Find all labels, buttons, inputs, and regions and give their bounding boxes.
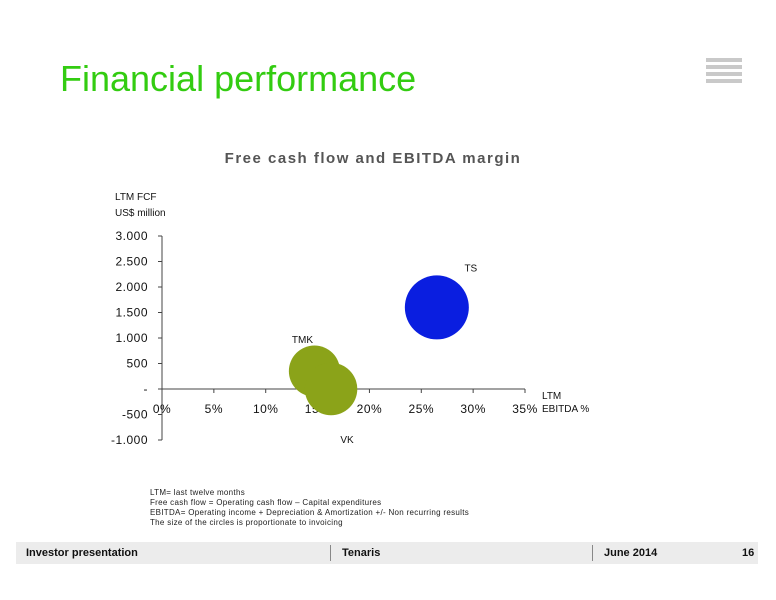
y-tick-label: -500 xyxy=(122,408,148,422)
bubble-label-vk: VK xyxy=(340,435,354,446)
page-title: Financial performance xyxy=(60,58,417,99)
y-tick-label: 2.000 xyxy=(115,280,148,294)
y-tick-label: -1.000 xyxy=(111,433,148,447)
x-tick-label: 30% xyxy=(460,402,486,416)
y-tick-label: 1.000 xyxy=(115,331,148,345)
y-tick-label: 500 xyxy=(126,357,148,371)
x-tick-label: 20% xyxy=(357,402,383,416)
chart-title: Free cash flow and EBITDA margin xyxy=(224,150,522,167)
x-axis-label-line1: LTM xyxy=(542,391,562,402)
footer-divider xyxy=(330,545,331,561)
x-axis-label: LTM EBITDA % xyxy=(542,390,589,416)
chart-notes: LTM= last twelve months Free cash flow =… xyxy=(150,488,469,528)
y-tick-label: 2.500 xyxy=(115,255,148,269)
tenaris-logo xyxy=(706,58,742,90)
footer-page-number: 16 xyxy=(742,547,755,559)
footer-company: Tenaris xyxy=(342,547,381,559)
x-tick-label: 0% xyxy=(153,402,171,416)
footer-left: Investor presentation xyxy=(26,547,138,559)
note-line: LTM= last twelve months xyxy=(150,488,246,497)
bubble-label-tmk: TMK xyxy=(292,335,313,346)
footer-date: June 2014 xyxy=(604,547,658,559)
y-axis-label-line1: LTM FCF xyxy=(115,192,157,203)
bubble-vk xyxy=(304,362,358,416)
note-line: Free cash flow = Operating cash flow – C… xyxy=(150,498,382,507)
x-axis-label-line2: EBITDA % xyxy=(542,404,590,415)
y-axis-label-line2: US$ million xyxy=(115,208,166,219)
note-line: The size of the circles is proportionate… xyxy=(150,518,343,527)
x-tick-label: 25% xyxy=(409,402,435,416)
x-tick-label: 10% xyxy=(253,402,279,416)
x-tick-label: 35% xyxy=(512,402,538,416)
bubble-label-ts: TS xyxy=(464,263,477,274)
footer-divider xyxy=(592,545,593,561)
y-tick-label: - xyxy=(144,382,149,396)
x-tick-label: 5% xyxy=(205,402,223,416)
y-tick-label: 1.500 xyxy=(115,306,148,320)
note-line: EBITDA= Operating income + Depreciation … xyxy=(150,508,470,517)
y-axis-label: LTM FCF US$ million xyxy=(115,190,166,222)
footer-bar: Investor presentation Tenaris June 2014 … xyxy=(16,542,758,564)
bubble-ts xyxy=(404,275,469,340)
y-tick-label: 3.000 xyxy=(115,229,148,243)
